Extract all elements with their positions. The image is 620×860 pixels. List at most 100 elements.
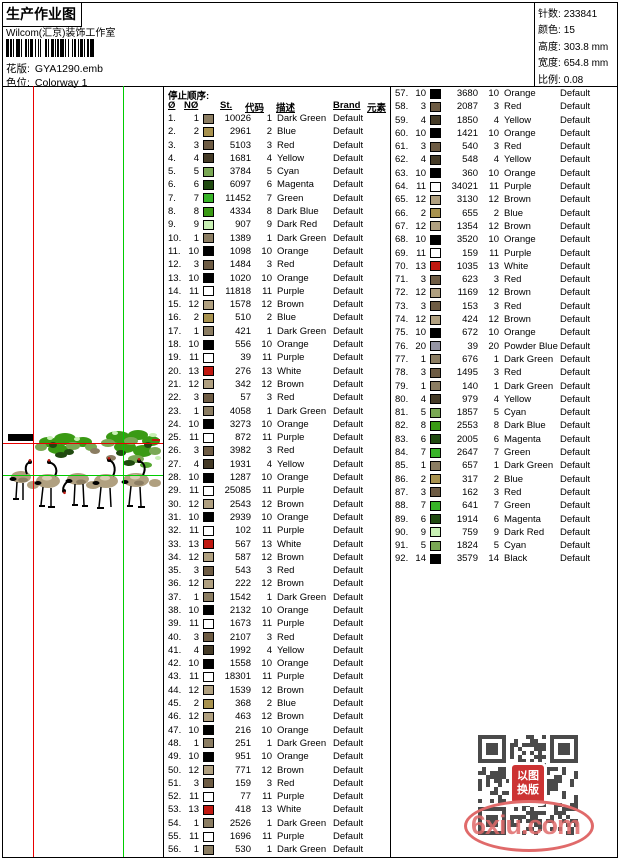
needle-number: 7 [193,192,199,204]
thread-color-swatch [203,419,214,430]
table-row: 28. 10 1287 10 Orange Default [163,471,390,484]
thread-description: Dark Red [504,526,545,538]
thread-code: 12 [261,299,272,311]
thread-code: 12 [261,498,272,510]
thread-description: Yellow [277,152,305,164]
column-header-element: 元素 [367,103,387,114]
table-row: 37. 1 1542 1 Dark Green Default [163,591,390,604]
thread-code: 12 [488,194,499,206]
needle-number: 10 [415,234,426,246]
thread-color-swatch [203,499,214,510]
row-index: 50. [168,764,182,776]
stitch-count: 951 [235,751,251,763]
needle-number: 11 [189,791,199,803]
stitch-count: 556 [235,339,251,351]
row-index: 80. [395,393,409,405]
table-row: 43. 11 18301 11 Purple Default [163,670,390,683]
table-row: 70. 13 1035 13 White Default [390,260,617,273]
thread-color-swatch [203,406,214,417]
needle-number: 4 [420,154,426,166]
stitch-count: 655 [462,207,478,219]
thread-code: 13 [261,804,272,816]
table-row: 24. 10 3273 10 Orange Default [163,418,390,431]
thread-color-swatch [430,141,441,152]
needle-number: 12 [188,764,199,776]
thread-code: 10 [261,339,272,351]
thread-code: 10 [488,127,499,139]
table-row: 88. 7 641 7 Green Default [390,499,617,512]
thread-description: Orange [277,724,309,736]
thread-code: 10 [488,88,499,99]
stitch-count: 342 [235,378,251,390]
needle-number: 10 [415,167,426,179]
thread-color-swatch [430,314,441,325]
needle-number: 3 [420,141,426,153]
thread-brand: Default [560,407,591,419]
thread-description: Brown [277,684,304,696]
table-row: 31. 10 2939 10 Orange Default [163,511,390,524]
thread-color-swatch [203,539,214,549]
thread-brand: Default [560,300,591,312]
thread-description: Dark Green [277,817,327,829]
table-row: 2. 2 2961 2 Blue Default [163,125,390,138]
thread-code: 11 [489,181,499,193]
thread-code: 3 [493,141,499,153]
thread-description: Orange [504,327,536,339]
thread-color-swatch [430,301,441,312]
thread-color-swatch [203,233,214,244]
thread-color-swatch [203,219,214,230]
table-row: 65. 12 3130 12 Brown Default [390,193,617,206]
colorway-line: 色位: Colorway 1 [6,75,87,90]
thread-brand: Default [333,498,364,510]
thread-brand: Default [333,139,364,151]
thread-code: 10 [488,327,499,339]
thread-brand: Default [560,181,591,193]
row-index: 77. [395,353,409,365]
thread-color-swatch [203,512,214,523]
thread-description: Green [504,447,531,459]
thread-code: 3 [266,139,272,151]
row-index: 65. [395,194,409,206]
crosshair-vertical-green [123,86,124,857]
thread-brand: Default [333,285,364,297]
thread-brand: Default [333,352,364,364]
thread-color-swatch [203,432,214,443]
stitch-count: 1389 [229,232,251,244]
needle-number: 4 [420,114,426,126]
stitch-count: 162 [462,486,478,498]
stitch-count: 1824 [456,540,478,552]
needle-number: 3 [420,274,426,286]
thread-brand: Default [560,393,591,405]
table-row: 85. 1 657 1 Dark Green Default [390,459,617,472]
row-index: 84. [395,447,409,459]
thread-brand: Default [333,472,364,484]
needle-number: 1 [420,460,426,472]
thread-color-swatch [430,274,441,285]
thread-description: Dark Green [504,460,554,472]
needle-number: 4 [193,644,199,656]
row-index: 64. [395,181,409,193]
stitch-count: 623 [462,274,478,286]
thread-color-swatch [203,578,214,589]
row-index: 26. [168,445,182,457]
table-row: 45. 2 368 2 Blue Default [163,697,390,710]
row-index: 91. [395,540,409,552]
row-index: 67. [395,220,409,232]
row-index: 78. [395,367,409,379]
table-row: 87. 3 162 3 Red Default [390,486,617,499]
table-row: 76. 20 39 20 Powder Blue Default [390,340,617,353]
stitch-count: 1914 [456,513,478,525]
thread-brand: Default [333,724,364,736]
stitch-count: 140 [462,380,478,392]
stitch-count: 872 [235,432,251,444]
row-index: 18. [168,339,182,351]
thread-description: Green [277,192,304,204]
row-index: 76. [395,340,409,352]
row-index: 20. [168,365,182,377]
thread-code: 12 [261,578,272,590]
thread-code: 12 [261,764,272,776]
row-index: 72. [395,287,409,299]
needle-number: 1 [193,405,199,417]
thread-code: 4 [266,458,272,470]
